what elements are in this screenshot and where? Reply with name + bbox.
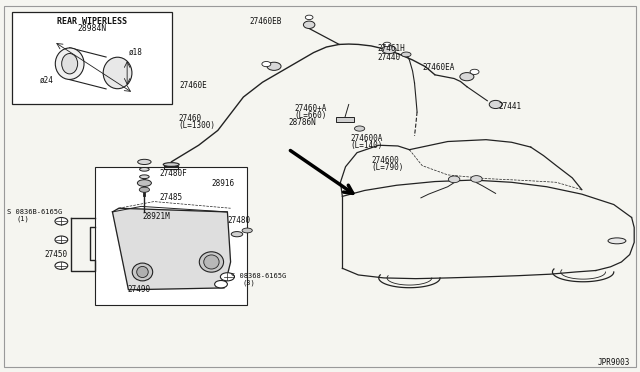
- Circle shape: [262, 61, 271, 67]
- Text: 27460: 27460: [178, 114, 202, 123]
- Ellipse shape: [140, 167, 149, 171]
- Circle shape: [470, 69, 479, 74]
- Ellipse shape: [199, 252, 223, 272]
- Text: (L=660): (L=660): [294, 111, 327, 120]
- Circle shape: [220, 273, 234, 281]
- Circle shape: [55, 236, 68, 243]
- Ellipse shape: [140, 187, 150, 192]
- FancyBboxPatch shape: [95, 167, 246, 305]
- Text: 27480F: 27480F: [159, 169, 187, 177]
- FancyBboxPatch shape: [336, 118, 354, 122]
- Text: (L=1300): (L=1300): [178, 121, 215, 130]
- Text: (L=140): (L=140): [351, 141, 383, 150]
- Text: S 08368-6165G: S 08368-6165G: [230, 273, 286, 279]
- Ellipse shape: [449, 176, 460, 183]
- Text: REAR WIPERLESS: REAR WIPERLESS: [57, 17, 127, 26]
- Ellipse shape: [138, 180, 152, 186]
- Text: 27450: 27450: [44, 250, 67, 259]
- Ellipse shape: [138, 159, 151, 164]
- Ellipse shape: [140, 175, 149, 179]
- Ellipse shape: [355, 126, 365, 131]
- Ellipse shape: [231, 232, 243, 237]
- Ellipse shape: [61, 54, 77, 74]
- Text: 28921M: 28921M: [143, 212, 170, 221]
- Text: ø24: ø24: [40, 76, 54, 85]
- Text: 27460+A: 27460+A: [294, 104, 327, 113]
- Ellipse shape: [137, 266, 148, 278]
- Text: (L=790): (L=790): [371, 163, 403, 172]
- Ellipse shape: [267, 62, 281, 70]
- Circle shape: [55, 218, 68, 225]
- Text: 27460E: 27460E: [179, 81, 207, 90]
- Text: 27440: 27440: [378, 52, 401, 61]
- Text: 28916: 28916: [211, 179, 235, 187]
- Circle shape: [305, 15, 313, 20]
- Text: 27490: 27490: [127, 285, 150, 294]
- Text: 274600: 274600: [371, 156, 399, 165]
- Text: 27441: 27441: [499, 102, 522, 111]
- Ellipse shape: [242, 228, 252, 233]
- Text: (3): (3): [242, 279, 255, 286]
- Text: 274600A: 274600A: [351, 134, 383, 143]
- Ellipse shape: [163, 163, 179, 166]
- Ellipse shape: [55, 48, 84, 80]
- Text: 28786N: 28786N: [288, 118, 316, 127]
- Text: 27461H: 27461H: [378, 44, 405, 53]
- Text: 27480: 27480: [227, 216, 250, 225]
- Ellipse shape: [303, 21, 315, 29]
- Text: S 0836B-6165G: S 0836B-6165G: [7, 209, 62, 215]
- Text: 27460EB: 27460EB: [250, 17, 282, 26]
- Ellipse shape: [382, 45, 396, 54]
- Circle shape: [214, 280, 227, 288]
- Text: 27460EA: 27460EA: [422, 63, 454, 72]
- Ellipse shape: [103, 57, 132, 89]
- Polygon shape: [113, 208, 230, 290]
- Ellipse shape: [489, 100, 502, 109]
- Ellipse shape: [460, 73, 474, 81]
- Ellipse shape: [470, 176, 482, 182]
- FancyBboxPatch shape: [12, 12, 172, 105]
- Text: ø18: ø18: [129, 47, 142, 56]
- Text: (1): (1): [17, 215, 29, 222]
- Circle shape: [55, 262, 68, 269]
- Ellipse shape: [132, 263, 153, 281]
- Text: 28984N: 28984N: [77, 24, 107, 33]
- Circle shape: [383, 42, 391, 46]
- Ellipse shape: [204, 255, 219, 269]
- Ellipse shape: [401, 52, 411, 57]
- Ellipse shape: [608, 238, 626, 244]
- Text: 27485: 27485: [159, 193, 182, 202]
- Text: JPR9003: JPR9003: [597, 357, 630, 366]
